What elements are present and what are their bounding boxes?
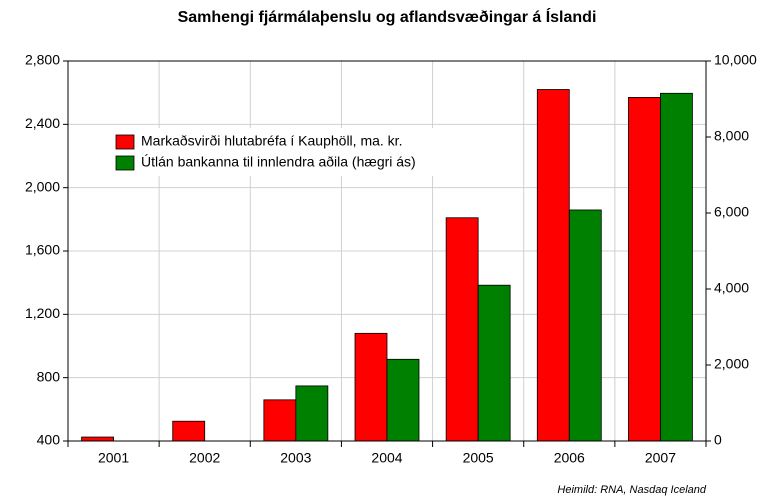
bar	[628, 97, 661, 442]
y-tick-label: 2,400	[25, 115, 60, 131]
legend-label: Útlán bankanna til innlendra aðila (hægr…	[141, 154, 416, 170]
bar	[477, 284, 511, 442]
x-tick-label: 2002	[189, 450, 220, 466]
legend-swatch	[115, 134, 135, 150]
bar	[568, 209, 602, 442]
bar	[445, 217, 479, 442]
y-tick-label: 2,000	[25, 178, 60, 194]
bar	[354, 332, 388, 442]
plot-frame	[67, 60, 707, 442]
y2-tick-label: 8,000	[714, 128, 749, 144]
bar	[660, 92, 693, 442]
legend-box	[112, 128, 482, 176]
y-tick-label: 2,800	[25, 52, 60, 68]
y-tick-label: 1,600	[25, 242, 60, 258]
y2-tick-label: 6,000	[714, 204, 749, 220]
x-tick-label: 2005	[463, 450, 494, 466]
y2-tick-label: 2,000	[714, 356, 749, 372]
x-tick-label: 2004	[371, 450, 402, 466]
source-note: Heimild: RNA, Nasdaq Iceland	[557, 484, 706, 496]
legend-swatch	[115, 155, 135, 171]
legend-label: Markaðsvirði hlutabréfa í Kauphöll, ma. …	[141, 133, 402, 149]
y2-tick-label: 10,000	[714, 52, 757, 68]
y2-tick-label: 4,000	[714, 280, 749, 296]
y-tick-label: 1,200	[25, 305, 60, 321]
bar	[172, 420, 206, 442]
bar	[295, 385, 329, 442]
x-tick-label: 2006	[554, 450, 585, 466]
bar	[386, 358, 420, 442]
x-tick-label: 2007	[645, 450, 676, 466]
bar	[263, 399, 297, 442]
x-tick-label: 2001	[98, 450, 129, 466]
bar	[81, 436, 114, 442]
y2-tick-label: 0	[714, 432, 722, 448]
y-tick-label: 400	[37, 432, 61, 448]
bar	[536, 89, 570, 442]
x-tick-label: 2003	[280, 450, 311, 466]
chart-title: Samhengi fjármálaþenslu og aflandsvæðing…	[178, 7, 597, 26]
y-tick-label: 800	[37, 368, 61, 384]
